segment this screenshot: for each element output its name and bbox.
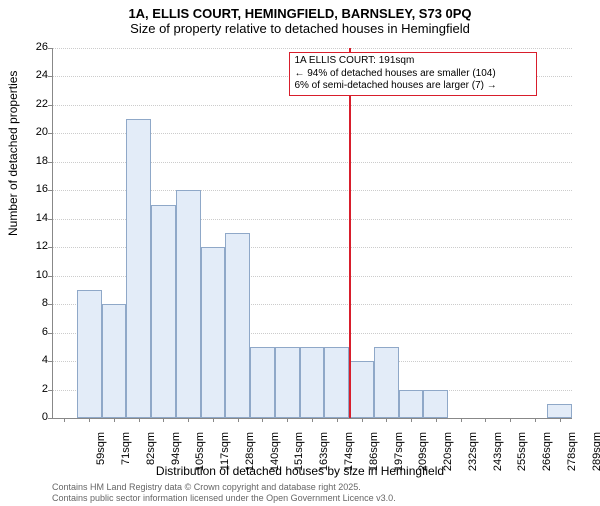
plot-area: 1A ELLIS COURT: 191sqm← 94% of detached … bbox=[52, 48, 572, 418]
y-tick-label: 0 bbox=[28, 411, 48, 423]
histogram-bar bbox=[77, 290, 102, 418]
y-tick-label: 2 bbox=[28, 383, 48, 395]
x-tick-mark bbox=[535, 418, 536, 422]
y-tick-label: 10 bbox=[28, 269, 48, 281]
y-tick-label: 14 bbox=[28, 212, 48, 224]
x-tick-label: 266sqm bbox=[541, 432, 553, 472]
y-tick-label: 24 bbox=[28, 69, 48, 81]
x-tick-mark bbox=[114, 418, 115, 422]
x-tick-label: 232sqm bbox=[467, 432, 479, 472]
x-tick-mark bbox=[213, 418, 214, 422]
x-tick-label: 105sqm bbox=[194, 432, 206, 472]
x-tick-mark bbox=[89, 418, 90, 422]
x-tick-mark bbox=[560, 418, 561, 422]
y-tick-label: 20 bbox=[28, 126, 48, 138]
x-tick-mark bbox=[188, 418, 189, 422]
x-tick-label: 174sqm bbox=[343, 432, 355, 472]
chart-title-block: 1A, ELLIS COURT, HEMINGFIELD, BARNSLEY, … bbox=[0, 6, 600, 36]
x-tick-mark bbox=[362, 418, 363, 422]
x-tick-label: 140sqm bbox=[269, 432, 281, 472]
y-axis-line bbox=[52, 48, 53, 418]
footer-attribution: Contains HM Land Registry data © Crown c… bbox=[52, 482, 396, 504]
histogram-bar bbox=[102, 304, 127, 418]
gridline bbox=[52, 48, 572, 49]
footer-line-2: Contains public sector information licen… bbox=[52, 493, 396, 504]
x-tick-label: 128sqm bbox=[244, 432, 256, 472]
title-line-2: Size of property relative to detached ho… bbox=[0, 21, 600, 36]
footer-line-1: Contains HM Land Registry data © Crown c… bbox=[52, 482, 396, 493]
x-tick-label: 243sqm bbox=[492, 432, 504, 472]
histogram-bar bbox=[225, 233, 250, 418]
x-tick-label: 186sqm bbox=[368, 432, 380, 472]
x-tick-mark bbox=[238, 418, 239, 422]
histogram-bar bbox=[201, 247, 226, 418]
histogram-bar bbox=[423, 390, 448, 418]
x-tick-label: 289sqm bbox=[591, 432, 600, 472]
x-tick-mark bbox=[436, 418, 437, 422]
annotation-line-3: 6% of semi-detached houses are larger (7… bbox=[294, 80, 532, 93]
y-tick-label: 4 bbox=[28, 354, 48, 366]
histogram-bar bbox=[250, 347, 275, 418]
y-tick-label: 8 bbox=[28, 297, 48, 309]
x-tick-label: 255sqm bbox=[516, 432, 528, 472]
annotation-box: 1A ELLIS COURT: 191sqm← 94% of detached … bbox=[289, 52, 537, 96]
reference-line bbox=[349, 48, 351, 418]
x-tick-label: 94sqm bbox=[170, 432, 182, 472]
histogram-bar bbox=[324, 347, 349, 418]
x-tick-label: 71sqm bbox=[120, 432, 132, 472]
x-tick-label: 278sqm bbox=[566, 432, 578, 472]
x-tick-mark bbox=[461, 418, 462, 422]
y-tick-label: 6 bbox=[28, 326, 48, 338]
x-tick-label: 59sqm bbox=[95, 432, 107, 472]
x-tick-label: 163sqm bbox=[318, 432, 330, 472]
histogram-bar bbox=[275, 347, 300, 418]
x-tick-mark bbox=[386, 418, 387, 422]
histogram-bar bbox=[176, 190, 201, 418]
x-tick-label: 117sqm bbox=[219, 432, 231, 472]
histogram-bar bbox=[349, 361, 374, 418]
x-tick-mark bbox=[139, 418, 140, 422]
histogram-bar bbox=[399, 390, 424, 418]
y-tick-label: 26 bbox=[28, 41, 48, 53]
title-line-1: 1A, ELLIS COURT, HEMINGFIELD, BARNSLEY, … bbox=[0, 6, 600, 21]
x-tick-mark bbox=[510, 418, 511, 422]
y-tick-label: 12 bbox=[28, 240, 48, 252]
y-axis-label: Number of detached properties bbox=[6, 71, 20, 236]
y-tick-label: 18 bbox=[28, 155, 48, 167]
x-tick-mark bbox=[485, 418, 486, 422]
x-tick-mark bbox=[64, 418, 65, 422]
y-tick-label: 16 bbox=[28, 183, 48, 195]
histogram-bar bbox=[374, 347, 399, 418]
annotation-line-1: 1A ELLIS COURT: 191sqm bbox=[294, 55, 532, 68]
x-tick-mark bbox=[287, 418, 288, 422]
gridline bbox=[52, 105, 572, 106]
x-tick-label: 151sqm bbox=[293, 432, 305, 472]
histogram-bar bbox=[547, 404, 572, 418]
y-tick-label: 22 bbox=[28, 98, 48, 110]
histogram-bar bbox=[151, 205, 176, 418]
histogram-bar bbox=[300, 347, 325, 418]
annotation-line-2: ← 94% of detached houses are smaller (10… bbox=[294, 68, 532, 81]
histogram-bar bbox=[126, 119, 151, 418]
x-tick-mark bbox=[262, 418, 263, 422]
chart-area: 1A ELLIS COURT: 191sqm← 94% of detached … bbox=[52, 48, 572, 418]
x-tick-label: 209sqm bbox=[417, 432, 429, 472]
x-tick-mark bbox=[411, 418, 412, 422]
x-tick-label: 82sqm bbox=[145, 432, 157, 472]
x-tick-mark bbox=[312, 418, 313, 422]
x-tick-mark bbox=[163, 418, 164, 422]
x-tick-mark bbox=[337, 418, 338, 422]
x-tick-label: 197sqm bbox=[393, 432, 405, 472]
x-tick-label: 220sqm bbox=[442, 432, 454, 472]
